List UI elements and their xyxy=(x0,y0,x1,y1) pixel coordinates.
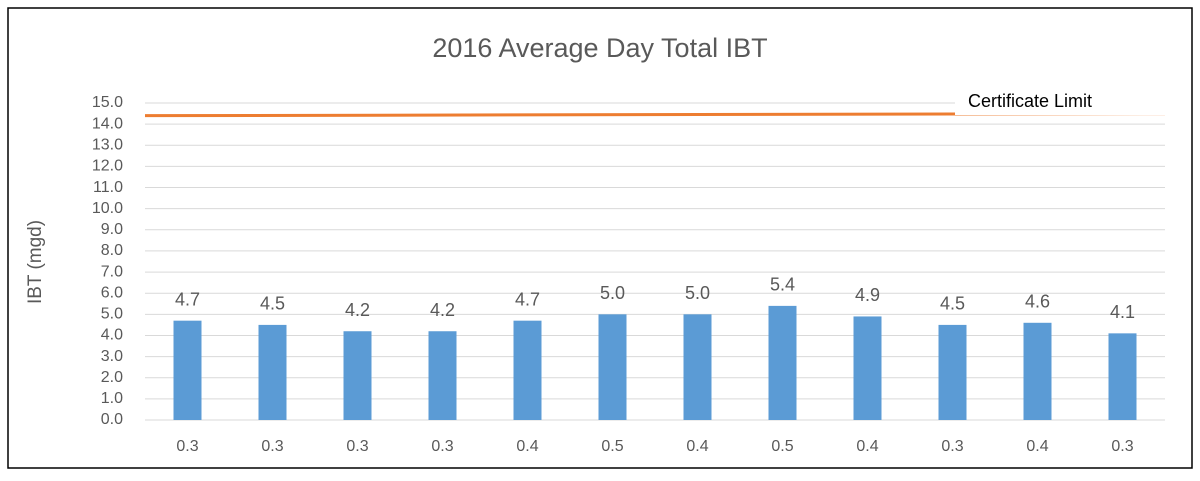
data-label: 4.5 xyxy=(260,294,285,314)
bar xyxy=(513,320,542,420)
x-tick-label: 0.3 xyxy=(431,438,453,455)
data-label: 4.7 xyxy=(175,289,200,309)
data-label: 4.5 xyxy=(940,294,965,314)
y-tick-label: 14.0 xyxy=(92,115,123,132)
bar xyxy=(598,314,627,420)
data-label: 4.7 xyxy=(515,289,540,309)
data-label: 4.6 xyxy=(1025,292,1050,312)
x-tick-label: 0.4 xyxy=(856,438,878,455)
bar xyxy=(428,331,457,420)
y-tick-label: 1.0 xyxy=(101,390,123,407)
x-tick-label: 0.4 xyxy=(686,438,708,455)
x-tick-label: 0.5 xyxy=(601,438,623,455)
x-tick-label: 0.3 xyxy=(261,438,283,455)
y-tick-label: 2.0 xyxy=(101,369,123,386)
limit-label-bg xyxy=(955,88,1168,115)
bar xyxy=(1023,322,1052,420)
data-label: 4.2 xyxy=(430,300,455,320)
data-label: 4.2 xyxy=(345,300,370,320)
x-tick-label: 0.3 xyxy=(346,438,368,455)
y-tick-label: 6.0 xyxy=(101,284,123,301)
bar xyxy=(343,331,372,420)
y-tick-label: 8.0 xyxy=(101,242,123,259)
limit-label: Certificate Limit xyxy=(968,91,1092,111)
x-tick-label: 0.3 xyxy=(1111,438,1133,455)
x-tick-label: 0.3 xyxy=(941,438,963,455)
y-tick-label: 4.0 xyxy=(101,327,123,344)
bar xyxy=(853,316,882,420)
y-tick-label: 0.0 xyxy=(101,411,123,428)
y-tick-label: 5.0 xyxy=(101,306,123,323)
x-tick-label: 0.3 xyxy=(176,438,198,455)
y-tick-label: 11.0 xyxy=(93,179,123,196)
data-label: 4.9 xyxy=(855,285,880,305)
bar xyxy=(258,324,287,420)
chart-title: 2016 Average Day Total IBT xyxy=(432,33,767,63)
y-tick-label: 7.0 xyxy=(101,263,123,280)
x-tick-label: 0.5 xyxy=(771,438,793,455)
y-tick-label: 15.0 xyxy=(92,94,123,111)
bar xyxy=(768,305,797,420)
bar xyxy=(1108,333,1137,420)
x-tick-label: 0.4 xyxy=(516,438,538,455)
y-tick-label: 3.0 xyxy=(101,348,123,365)
bar xyxy=(938,324,967,420)
data-label: 5.0 xyxy=(685,283,710,303)
data-label: 4.1 xyxy=(1110,302,1135,322)
x-tick-label: 0.4 xyxy=(1026,438,1048,455)
data-label: 5.0 xyxy=(600,283,625,303)
bar xyxy=(683,314,712,420)
data-label: 5.4 xyxy=(770,275,795,295)
y-tick-label: 9.0 xyxy=(101,221,123,238)
y-axis-label: IBT (mgd) xyxy=(25,220,46,304)
y-tick-label: 10.0 xyxy=(92,200,123,217)
y-tick-label: 12.0 xyxy=(92,158,123,175)
y-tick-label: 13.0 xyxy=(92,136,123,153)
bar xyxy=(173,320,202,420)
